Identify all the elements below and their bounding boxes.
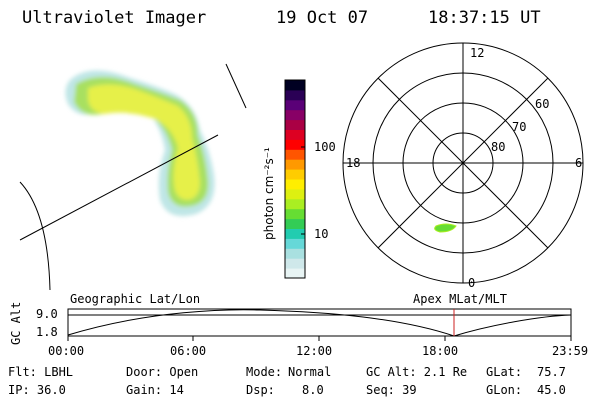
ip-status: IP: 36.0	[8, 383, 66, 397]
timeline-left-label: Geographic Lat/Lon	[70, 292, 201, 306]
colorbar-scale	[285, 80, 305, 279]
colorbar-stripe	[285, 139, 305, 150]
date-label: 19 Oct 07	[276, 8, 369, 28]
mode-label: Mode:	[246, 365, 283, 379]
glon-label: GLon:	[486, 383, 523, 397]
colorbar-stripe	[285, 248, 305, 259]
colorbar-stripe	[285, 218, 305, 229]
mlt-label-12: 12	[470, 46, 485, 60]
mlat-label-60: 60	[535, 97, 550, 111]
orbit-altitude-curve	[67, 309, 572, 337]
colorbar-stripe	[285, 208, 305, 220]
colorbar-stripe	[285, 159, 305, 170]
colorbar-stripe	[285, 268, 305, 279]
gain-status: Gain: 14	[126, 383, 184, 397]
limb-arc-left	[19, 181, 51, 291]
colorbar-stripe	[285, 198, 305, 210]
timeline-right-label: Apex MLat/MLT	[413, 292, 507, 306]
time-label: 18:37:15 UT	[428, 8, 541, 28]
glon-value: 45.0	[537, 383, 566, 397]
x-tick-2359: 23:59	[552, 344, 589, 358]
mlat-label-70: 70	[512, 120, 527, 134]
mlat-label-80: 80	[491, 140, 506, 154]
dsp-label: Dsp:	[246, 383, 275, 397]
limb-arc-right	[225, 63, 247, 109]
mlt-label-6: 6	[575, 156, 583, 170]
mlt-label-0: 0	[468, 276, 476, 290]
colorbar-stripe	[285, 80, 305, 91]
terminator-line	[19, 134, 219, 241]
colorbar-stripe	[285, 169, 305, 180]
filter-status: Flt: LBHL	[8, 365, 74, 379]
x-tick-0600: 06:00	[170, 344, 207, 358]
gcalt-status: GC Alt: 2.1 Re	[366, 365, 468, 379]
mlt-label-18: 18	[346, 156, 361, 170]
colorbar-stripe	[285, 99, 305, 111]
colorbar-stripe	[285, 238, 305, 249]
x-tick-1200: 12:00	[296, 344, 333, 358]
colorbar-stripe	[285, 258, 305, 269]
colorbar-stripe	[285, 109, 305, 121]
colorbar-stripe	[285, 129, 305, 140]
aurora-blob	[65, 70, 215, 217]
seq-status: Seq: 39	[366, 383, 417, 397]
polar-aurora	[434, 223, 457, 233]
glat-value: 75.7	[537, 365, 566, 379]
colorbar-stripe	[285, 119, 305, 130]
dsp-value: 8.0	[302, 383, 324, 397]
colorbar-stripe	[285, 188, 305, 200]
colorbar-tick-100: 100	[314, 140, 336, 154]
y-tick-9: 9.0	[36, 307, 58, 321]
app-title: Ultraviolet Imager	[22, 8, 207, 28]
door-status: Door: Open	[126, 365, 199, 379]
y-tick-1-8: 1.8	[36, 325, 58, 339]
colorbar-stripe	[285, 179, 305, 190]
x-tick-0000: 00:00	[48, 344, 85, 358]
colorbar-tick-10: 10	[314, 227, 329, 241]
colorbar-stripe	[285, 228, 305, 239]
glat-label: GLat:	[486, 365, 523, 379]
x-tick-1800: 18:00	[422, 344, 459, 358]
mode-value: Normal	[288, 365, 332, 379]
colorbar-stripe	[285, 89, 305, 101]
colorbar-stripe	[285, 149, 305, 160]
